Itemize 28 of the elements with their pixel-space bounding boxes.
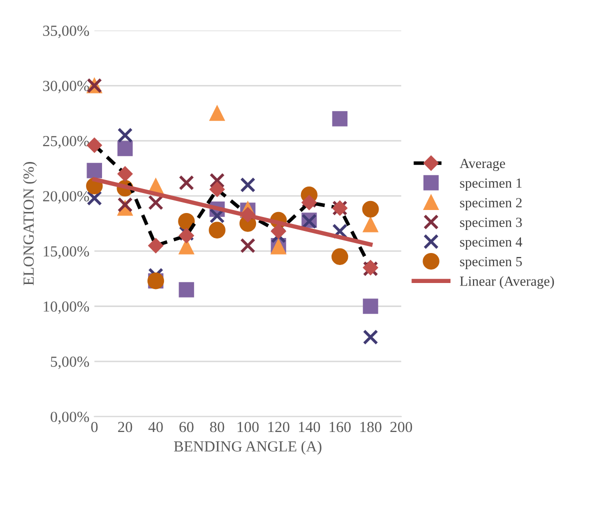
x-tick-label: 120 bbox=[268, 422, 290, 432]
x-tick-label: 140 bbox=[299, 422, 320, 432]
y-tick-label: 20,00% bbox=[43, 191, 90, 204]
x-tick-label: 0 bbox=[91, 422, 98, 432]
x-tick-label: 200 bbox=[390, 422, 412, 432]
y-axis-title: ELONGATION (%) bbox=[23, 162, 37, 286]
x-tick-label: 180 bbox=[360, 422, 382, 432]
y-tick-label: 15,00% bbox=[44, 246, 90, 259]
x-axis-title: BENDING ANGLE (A) bbox=[174, 440, 322, 455]
y-tick-label: 35,00% bbox=[43, 26, 90, 38]
legend-label: specimen 4 bbox=[460, 237, 522, 250]
x-tick-label: 20 bbox=[118, 422, 132, 432]
legend-label: Linear (Average) bbox=[460, 276, 554, 289]
x-tick-label: 60 bbox=[179, 422, 194, 432]
x-tick-label: 100 bbox=[238, 422, 259, 432]
y-tick-label: 0,00% bbox=[50, 412, 90, 424]
legend-label: specimen 3 bbox=[460, 218, 522, 230]
y-tick-label: 25,00% bbox=[43, 136, 90, 148]
x-tick-label: 160 bbox=[330, 422, 351, 432]
legend-label: specimen 5 bbox=[460, 256, 522, 270]
legend-label: specimen 2 bbox=[460, 198, 522, 210]
x-tick-label: 80 bbox=[210, 422, 224, 432]
x-tick-label: 40 bbox=[148, 422, 163, 432]
y-tick-label: 30,00% bbox=[43, 80, 90, 94]
y-tick-label: 5,00% bbox=[50, 356, 90, 370]
legend-label: Average bbox=[460, 158, 506, 171]
y-tick-label: 10,00% bbox=[44, 301, 90, 314]
legend-label: specimen 1 bbox=[460, 178, 522, 191]
